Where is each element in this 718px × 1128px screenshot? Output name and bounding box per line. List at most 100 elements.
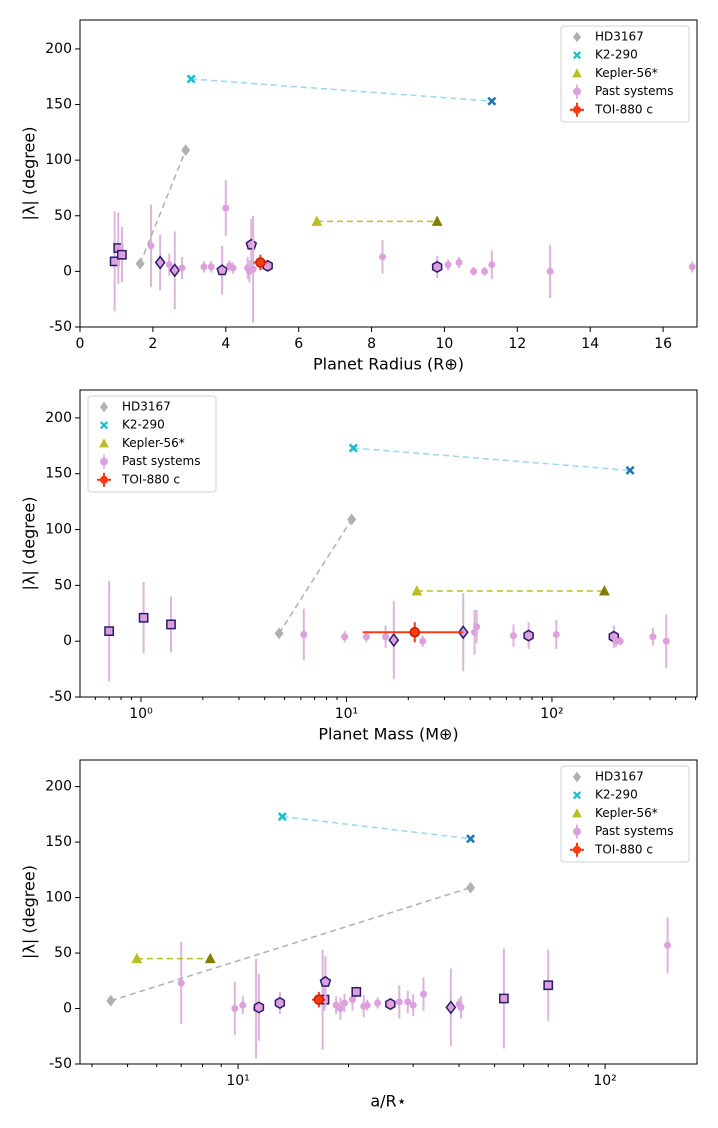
y-tick-label: -50	[49, 319, 72, 335]
legend-label: K2-290	[595, 788, 638, 802]
marker	[466, 881, 476, 894]
marker	[362, 633, 370, 641]
marker	[470, 267, 478, 275]
marker	[404, 998, 412, 1006]
marker	[388, 632, 400, 648]
marker	[106, 994, 116, 1007]
y-axis-label: |λ| (degree)	[20, 865, 39, 959]
marker	[253, 1001, 265, 1014]
x-tick-label: 10¹	[226, 1073, 249, 1089]
legend-label: K2-290	[595, 48, 638, 62]
connector-line	[353, 447, 631, 472]
legend-marker	[100, 457, 108, 466]
marker	[347, 513, 357, 526]
y-tick-label: -50	[49, 1056, 72, 1072]
y-tick-label: 150	[45, 834, 72, 850]
y-axis-label: |λ| (degree)	[20, 127, 39, 221]
marker	[138, 612, 149, 623]
marker	[216, 264, 228, 276]
marker	[348, 996, 356, 1004]
marker	[186, 74, 196, 84]
y-tick-label: 50	[54, 577, 72, 593]
connector-line	[139, 149, 187, 264]
marker	[395, 998, 403, 1006]
marker	[147, 242, 155, 250]
panel: 10⁰ 10¹ 10² -50 0 50 100 150 200 Planet Mass (M⊕)…	[20, 389, 698, 744]
marker	[277, 812, 287, 822]
marker	[445, 1000, 457, 1015]
y-tick-label: 200	[45, 779, 72, 795]
marker	[348, 443, 358, 453]
y-tick-label: 0	[63, 633, 72, 649]
marker	[255, 257, 266, 268]
marker	[378, 253, 386, 261]
marker	[178, 264, 186, 272]
legend-label: K2-290	[122, 418, 165, 432]
marker	[662, 637, 670, 645]
legend-marker	[573, 51, 581, 60]
marker	[457, 1003, 465, 1011]
marker	[319, 975, 332, 987]
legend-label: Past systems	[122, 454, 200, 468]
x-axis-label: Planet Radius (R⊕)	[313, 355, 464, 374]
marker	[444, 261, 452, 269]
marker	[229, 264, 237, 272]
x-tick-label: 6	[294, 336, 303, 352]
y-tick-label: 200	[45, 410, 72, 426]
legend-marker	[573, 791, 581, 800]
marker	[455, 258, 463, 266]
marker	[546, 267, 554, 275]
legend: HD3167 K2-290 Kepler-56* Past systems TOI-88…	[560, 765, 690, 863]
x-tick-label: 10⁰	[129, 706, 153, 722]
marker	[131, 952, 143, 964]
marker	[625, 465, 635, 475]
marker	[165, 261, 173, 269]
y-tick-label: 50	[54, 945, 72, 961]
legend-box	[560, 765, 690, 863]
marker	[231, 1005, 239, 1013]
marker	[363, 1001, 371, 1009]
legend-label: Kepler-56*	[595, 66, 658, 80]
marker	[311, 215, 323, 226]
marker	[431, 215, 443, 226]
marker	[374, 999, 382, 1007]
x-tick-label: 8	[367, 336, 376, 352]
marker	[177, 979, 185, 987]
marker	[200, 263, 208, 271]
marker	[117, 249, 127, 260]
x-axis-label: Planet Mass (M⊕)	[318, 725, 458, 744]
y-tick-label: 150	[45, 466, 72, 482]
legend-marker	[573, 771, 581, 783]
x-tick-label: 0	[76, 336, 85, 352]
y-tick-label: 100	[45, 152, 72, 168]
legend-marker	[573, 845, 581, 854]
y-tick-label: -50	[49, 689, 72, 705]
legend-label: TOI-880 c	[594, 842, 653, 856]
legend-marker	[573, 87, 581, 96]
marker	[351, 986, 362, 997]
marker	[341, 633, 349, 641]
marker	[488, 261, 496, 269]
marker	[649, 633, 657, 641]
marker	[411, 585, 423, 596]
x-tick-label: 10¹	[335, 706, 358, 722]
marker	[207, 263, 215, 271]
x-tick-label: 10²	[593, 1073, 616, 1089]
marker	[239, 1001, 247, 1009]
marker	[510, 632, 518, 640]
marker	[104, 626, 115, 637]
panel: 10¹ 10² -50 0 50 100 150 200 a/R⋆ |λ| (degree) HD3…	[20, 759, 698, 1111]
legend-marker	[573, 31, 581, 43]
marker	[616, 637, 624, 645]
marker	[419, 990, 427, 998]
marker	[313, 994, 325, 1005]
marker	[204, 952, 216, 964]
marker	[154, 255, 166, 270]
legend-label: TOI-880 c	[121, 472, 180, 486]
marker	[166, 619, 176, 630]
legend-marker	[99, 438, 109, 448]
marker	[135, 257, 145, 270]
y-tick-label: 150	[45, 97, 72, 113]
